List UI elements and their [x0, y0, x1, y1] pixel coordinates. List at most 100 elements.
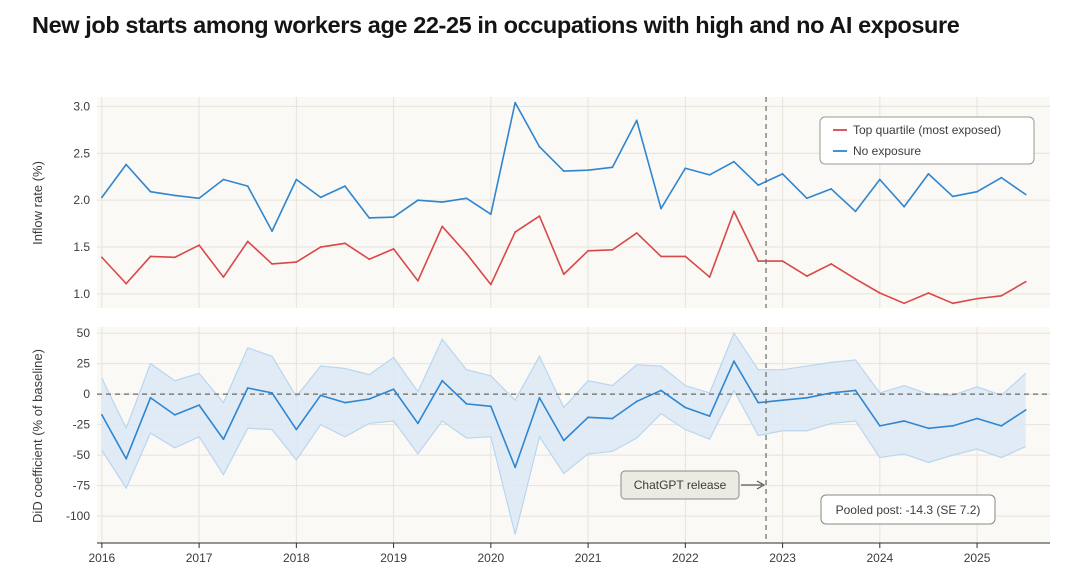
did-coefficient-point [441, 379, 444, 382]
point-exposed [246, 240, 249, 243]
did-coefficient-point [125, 457, 128, 460]
point-no-exposure [951, 195, 954, 198]
did-coefficient-point [562, 439, 565, 442]
point-exposed [295, 261, 298, 263]
point-exposed [903, 302, 906, 305]
point-no-exposure [368, 217, 371, 219]
bottom-y-tick-label: 50 [77, 326, 91, 340]
point-exposed [514, 231, 517, 233]
did-coefficient-point [368, 398, 371, 400]
point-no-exposure [319, 196, 322, 199]
point-exposed [538, 215, 541, 217]
point-no-exposure [562, 170, 565, 172]
point-exposed [344, 242, 346, 245]
did-coefficient-point [587, 416, 589, 419]
did-coefficient-point [733, 360, 735, 363]
point-exposed [951, 302, 954, 305]
did-coefficient-point [708, 415, 711, 417]
x-tick-label: 2019 [380, 551, 407, 565]
did-coefficient-point [271, 391, 273, 394]
top-y-tick-label: 2.5 [73, 146, 90, 160]
point-no-exposure [878, 178, 881, 181]
point-exposed [198, 244, 201, 247]
did-coefficient-point [927, 427, 930, 430]
top-y-tick-label: 2.0 [73, 193, 90, 207]
point-no-exposure [222, 178, 225, 181]
point-no-exposure [538, 145, 541, 148]
point-exposed [660, 255, 662, 258]
did-coefficient-point [1024, 409, 1027, 411]
point-exposed [368, 258, 371, 261]
bottom-y-tick-label: -75 [73, 479, 91, 493]
point-exposed [149, 255, 152, 258]
point-no-exposure [271, 230, 273, 233]
x-tick-label: 2021 [575, 551, 602, 565]
chatgpt-release-arrowhead [756, 480, 766, 490]
pooled-post-label: Pooled post: -14.3 (SE 7.2) [836, 503, 981, 517]
point-exposed [173, 256, 176, 259]
bottom-y-tick-label: -50 [73, 448, 91, 462]
point-exposed [1024, 280, 1027, 283]
did-coefficient-point [635, 400, 638, 403]
point-exposed [465, 252, 468, 255]
pooled-post-box [820, 494, 996, 525]
x-tick-label: 2018 [283, 551, 310, 565]
point-exposed [854, 278, 857, 280]
top-y-tick-label: 3.0 [73, 99, 90, 113]
point-no-exposure [611, 166, 614, 169]
x-tick-label: 2025 [964, 551, 991, 565]
bottom-y-tick-label: 0 [83, 387, 90, 401]
x-tick-label: 2024 [866, 551, 893, 565]
did-coefficient-point [514, 466, 517, 469]
point-no-exposure [465, 197, 468, 200]
point-exposed [1000, 294, 1003, 297]
legend-box [819, 116, 1035, 165]
did-coefficient-point [854, 389, 857, 392]
point-exposed [781, 260, 784, 263]
point-no-exposure [708, 173, 711, 176]
point-no-exposure [660, 207, 662, 210]
did-coefficient-point [903, 420, 906, 422]
point-exposed [708, 276, 711, 278]
ci-upper-line [101, 331, 1027, 430]
did-coefficient-point [295, 428, 298, 431]
legend-label-none: No exposure [853, 144, 921, 158]
bottom-y-tick-label: -25 [73, 418, 91, 432]
point-no-exposure [344, 185, 346, 187]
ci-lower-line [101, 389, 1026, 535]
point-exposed [684, 255, 687, 258]
point-no-exposure [854, 210, 857, 213]
chatgpt-release-annotation: ChatGPT release [620, 470, 766, 500]
point-exposed [927, 292, 930, 294]
point-no-exposure [830, 188, 833, 190]
did-coefficient-point [660, 389, 662, 392]
did-coefficient-point [222, 438, 225, 441]
point-exposed [635, 232, 638, 234]
top-y-tick-label: 1.5 [73, 240, 90, 254]
top-series [100, 101, 1027, 305]
point-no-exposure [1024, 193, 1027, 196]
did-coefficient-point [246, 387, 249, 389]
did-coefficient-point [781, 399, 784, 402]
point-no-exposure [757, 184, 760, 187]
point-no-exposure [125, 163, 128, 166]
point-no-exposure [149, 190, 152, 193]
point-no-exposure [976, 190, 978, 193]
legend-label-exposed: Top quartile (most exposed) [853, 123, 1001, 137]
chart-title: New job starts among workers age 22-25 i… [32, 12, 960, 38]
did-coefficient-point [489, 405, 492, 408]
point-exposed [830, 263, 833, 265]
x-tick-label: 2020 [477, 551, 504, 565]
point-no-exposure [587, 169, 589, 172]
point-no-exposure [781, 172, 784, 175]
point-exposed [611, 248, 614, 251]
point-exposed [733, 210, 735, 213]
did-coefficient-point [611, 417, 614, 420]
point-exposed [441, 225, 444, 228]
bottom-y-tick-label: -100 [66, 509, 90, 523]
point-exposed [489, 283, 492, 286]
point-exposed [417, 279, 419, 282]
point-no-exposure [100, 196, 103, 199]
bottom-axis: -100 -75 -50 -25 0 25 50 [66, 326, 1050, 544]
